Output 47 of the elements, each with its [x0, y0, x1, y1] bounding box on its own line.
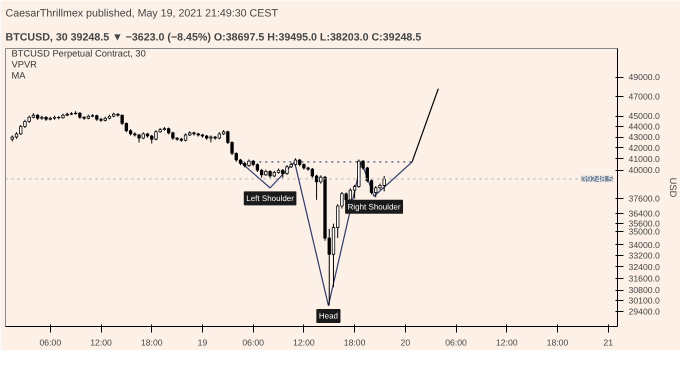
x-tick-label: 19: [198, 338, 208, 348]
x-tick-label: 12:00: [293, 338, 315, 348]
x-tick-label: 12:00: [90, 338, 112, 348]
x-tick-label: 21: [603, 338, 614, 348]
y-axis-title: USD: [668, 178, 678, 198]
y-tick-label: 30100.0: [628, 296, 660, 306]
x-tick-label: 06:00: [242, 338, 264, 348]
x-tick-label: 06:00: [445, 338, 468, 348]
x-tick-label: 18:00: [546, 338, 568, 348]
annotation: VPVR: [12, 60, 38, 70]
candlestick: [310, 167, 314, 178]
annotation: MA: [12, 70, 26, 80]
y-tick-label: 41000.0: [628, 154, 660, 164]
y-tick-label: 29400.0: [628, 306, 660, 316]
x-tick-label: 06:00: [39, 338, 62, 348]
y-tick-label: 35000.0: [628, 226, 660, 236]
candlestick: [19, 124, 22, 136]
y-tick-label: 33200.0: [628, 250, 660, 261]
candlestick: [285, 164, 289, 176]
y-tick-label: 44000.0: [628, 122, 660, 132]
x-tick-label: 18:00: [140, 338, 163, 348]
annotation: Left Shoulder: [246, 194, 294, 203]
candlestick: [154, 130, 158, 141]
y-tick-label: 45000.0: [628, 111, 660, 122]
y-tick-label: 32400.0: [628, 262, 660, 272]
chart-subtitle: CaesarThrillmex published, May 19, 2021 21:49:30 CEST: [6, 8, 278, 20]
y-tick-label: 36400.0: [628, 208, 660, 218]
y-tick-label: 42000.0: [628, 142, 660, 153]
x-tick-label: 20: [400, 338, 410, 348]
y-tick-label: 31600.0: [628, 273, 660, 284]
annotation: Head: [318, 312, 338, 321]
chart-title: BTCUSD Perpetual Contract, 30: [12, 48, 146, 58]
y-tick-label: 40000.0: [628, 165, 660, 176]
x-tick-label: 18:00: [344, 338, 366, 348]
y-tick-label: 43000.0: [628, 132, 660, 142]
y-tick-label: 34000.0: [628, 240, 660, 250]
candlestick: [348, 188, 352, 202]
x-tick-label: 12:00: [496, 338, 518, 348]
y-tick-label: 49000.0: [628, 72, 660, 82]
y-tick-label: 35600.0: [628, 218, 660, 229]
y-tick-label: 30800.0: [628, 285, 660, 296]
text: BTCUSD, 30 39248.5 ▼ −3623.0 (−8.45%) O:38697.5 H:39495.0 L:38203.0 C:39248.5: [6, 32, 422, 44]
annotation: Right Shoulder: [348, 202, 401, 212]
ref-line-label: 39248.5: [582, 174, 613, 184]
candlestick: [382, 176, 386, 192]
y-tick-label: 47000.0: [628, 91, 660, 102]
y-tick-label: 37600.0: [628, 194, 660, 204]
